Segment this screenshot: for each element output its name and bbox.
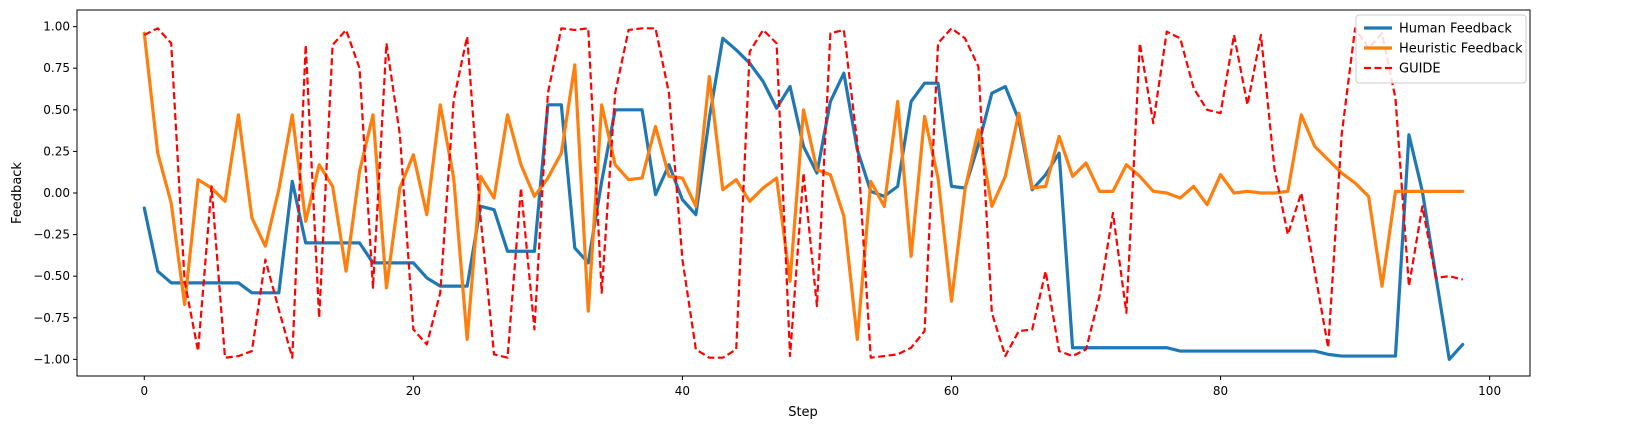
legend-label: Heuristic Feedback (1399, 42, 1523, 57)
y-tick-label: −1.00 (33, 352, 70, 366)
x-tick-label: 60 (944, 384, 959, 398)
legend-box (1355, 14, 1527, 84)
y-tick-label: −0.75 (33, 311, 70, 325)
series-line-heuristic-feedback (142, 31, 1465, 341)
x-axis-ticks: 0 20 40 60 80 100 (140, 376, 1501, 398)
y-tick-label: −0.50 (33, 269, 70, 283)
x-tick-label: 100 (1478, 384, 1501, 398)
x-tick-label: 80 (1213, 384, 1228, 398)
series-layer (142, 27, 1465, 361)
x-tick-label: 20 (406, 384, 421, 398)
x-tick-label: 0 (140, 384, 148, 398)
series-line-human-feedback (142, 36, 1465, 361)
y-tick-label: −0.25 (33, 228, 70, 242)
y-tick-label: 0.50 (43, 103, 70, 117)
y-axis-ticks: −1.00 −0.75 −0.50 −0.25 0.00 0.25 0.50 0.75 1.00 (33, 20, 77, 366)
y-tick-label: 0.00 (43, 186, 70, 200)
series-line-guide (143, 27, 1463, 359)
legend: Human Feedback Heuristic Feedback GUIDE (1355, 14, 1527, 84)
y-tick-label: 0.25 (43, 144, 70, 158)
y-tick-label: 0.75 (43, 61, 70, 75)
y-tick-label: 1.00 (43, 20, 70, 34)
legend-label: Human Feedback (1399, 22, 1512, 37)
y-axis-label: Feedback (10, 162, 25, 224)
x-tick-label: 40 (675, 384, 690, 398)
legend-label: GUIDE (1399, 62, 1441, 77)
x-axis-label: Step (788, 405, 818, 420)
